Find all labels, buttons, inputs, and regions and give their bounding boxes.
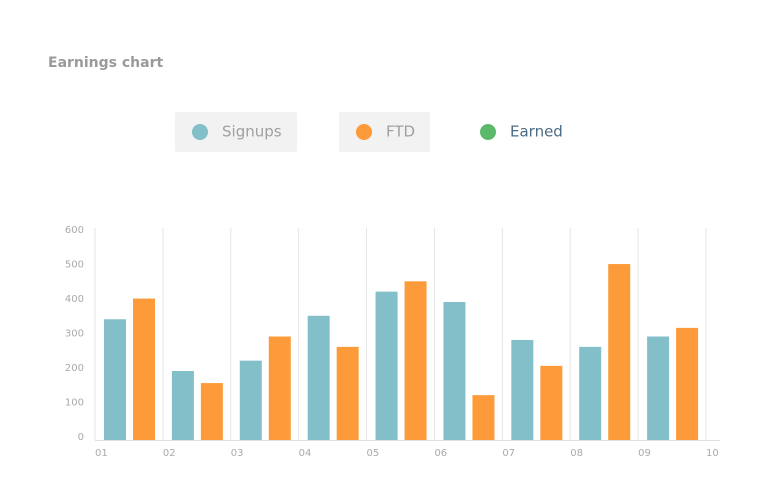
legend-label[interactable]: Earned [510, 123, 563, 141]
y-tick-label: 0 [78, 432, 84, 443]
x-tick-label: 02 [163, 448, 176, 459]
legend-dot[interactable] [480, 124, 496, 140]
bar [336, 346, 359, 440]
bar [375, 291, 398, 440]
bar [579, 346, 602, 440]
bar [307, 315, 330, 440]
bar [472, 395, 495, 440]
bar [647, 336, 670, 440]
bar [171, 371, 194, 440]
bar [104, 319, 126, 440]
bar [608, 264, 631, 440]
y-tick-label: 400 [65, 294, 84, 305]
legend-dot[interactable] [192, 124, 208, 140]
y-tick-label: 600 [65, 225, 84, 236]
x-tick-label: 03 [231, 448, 244, 459]
y-tick-label: 500 [65, 260, 84, 271]
chart-title: Earnings chart [48, 55, 163, 71]
x-tick-label: 01 [95, 448, 108, 459]
bar [133, 298, 155, 440]
x-tick-label: 05 [367, 448, 380, 459]
y-tick-label: 100 [65, 398, 84, 409]
legend-item-bg[interactable] [175, 112, 297, 152]
legend-item-bg[interactable] [339, 112, 430, 152]
bar [200, 383, 223, 440]
bar [268, 336, 291, 440]
bar [540, 365, 563, 440]
bar [511, 339, 534, 440]
x-tick-label: 10 [706, 448, 719, 459]
x-tick-label: 09 [638, 448, 651, 459]
x-tick-label: 04 [299, 448, 312, 459]
x-tick-label: 07 [502, 448, 515, 459]
bar [676, 327, 699, 440]
legend-label[interactable]: FTD [386, 123, 415, 141]
y-tick-label: 200 [65, 363, 84, 374]
bar [404, 281, 427, 440]
bar [443, 302, 466, 440]
legend-dot[interactable] [356, 124, 372, 140]
legend-label[interactable]: Signups [222, 123, 282, 141]
bar [239, 360, 262, 440]
x-tick-label: 06 [434, 448, 447, 459]
x-tick-label: 08 [570, 448, 583, 459]
y-tick-label: 300 [65, 329, 84, 340]
